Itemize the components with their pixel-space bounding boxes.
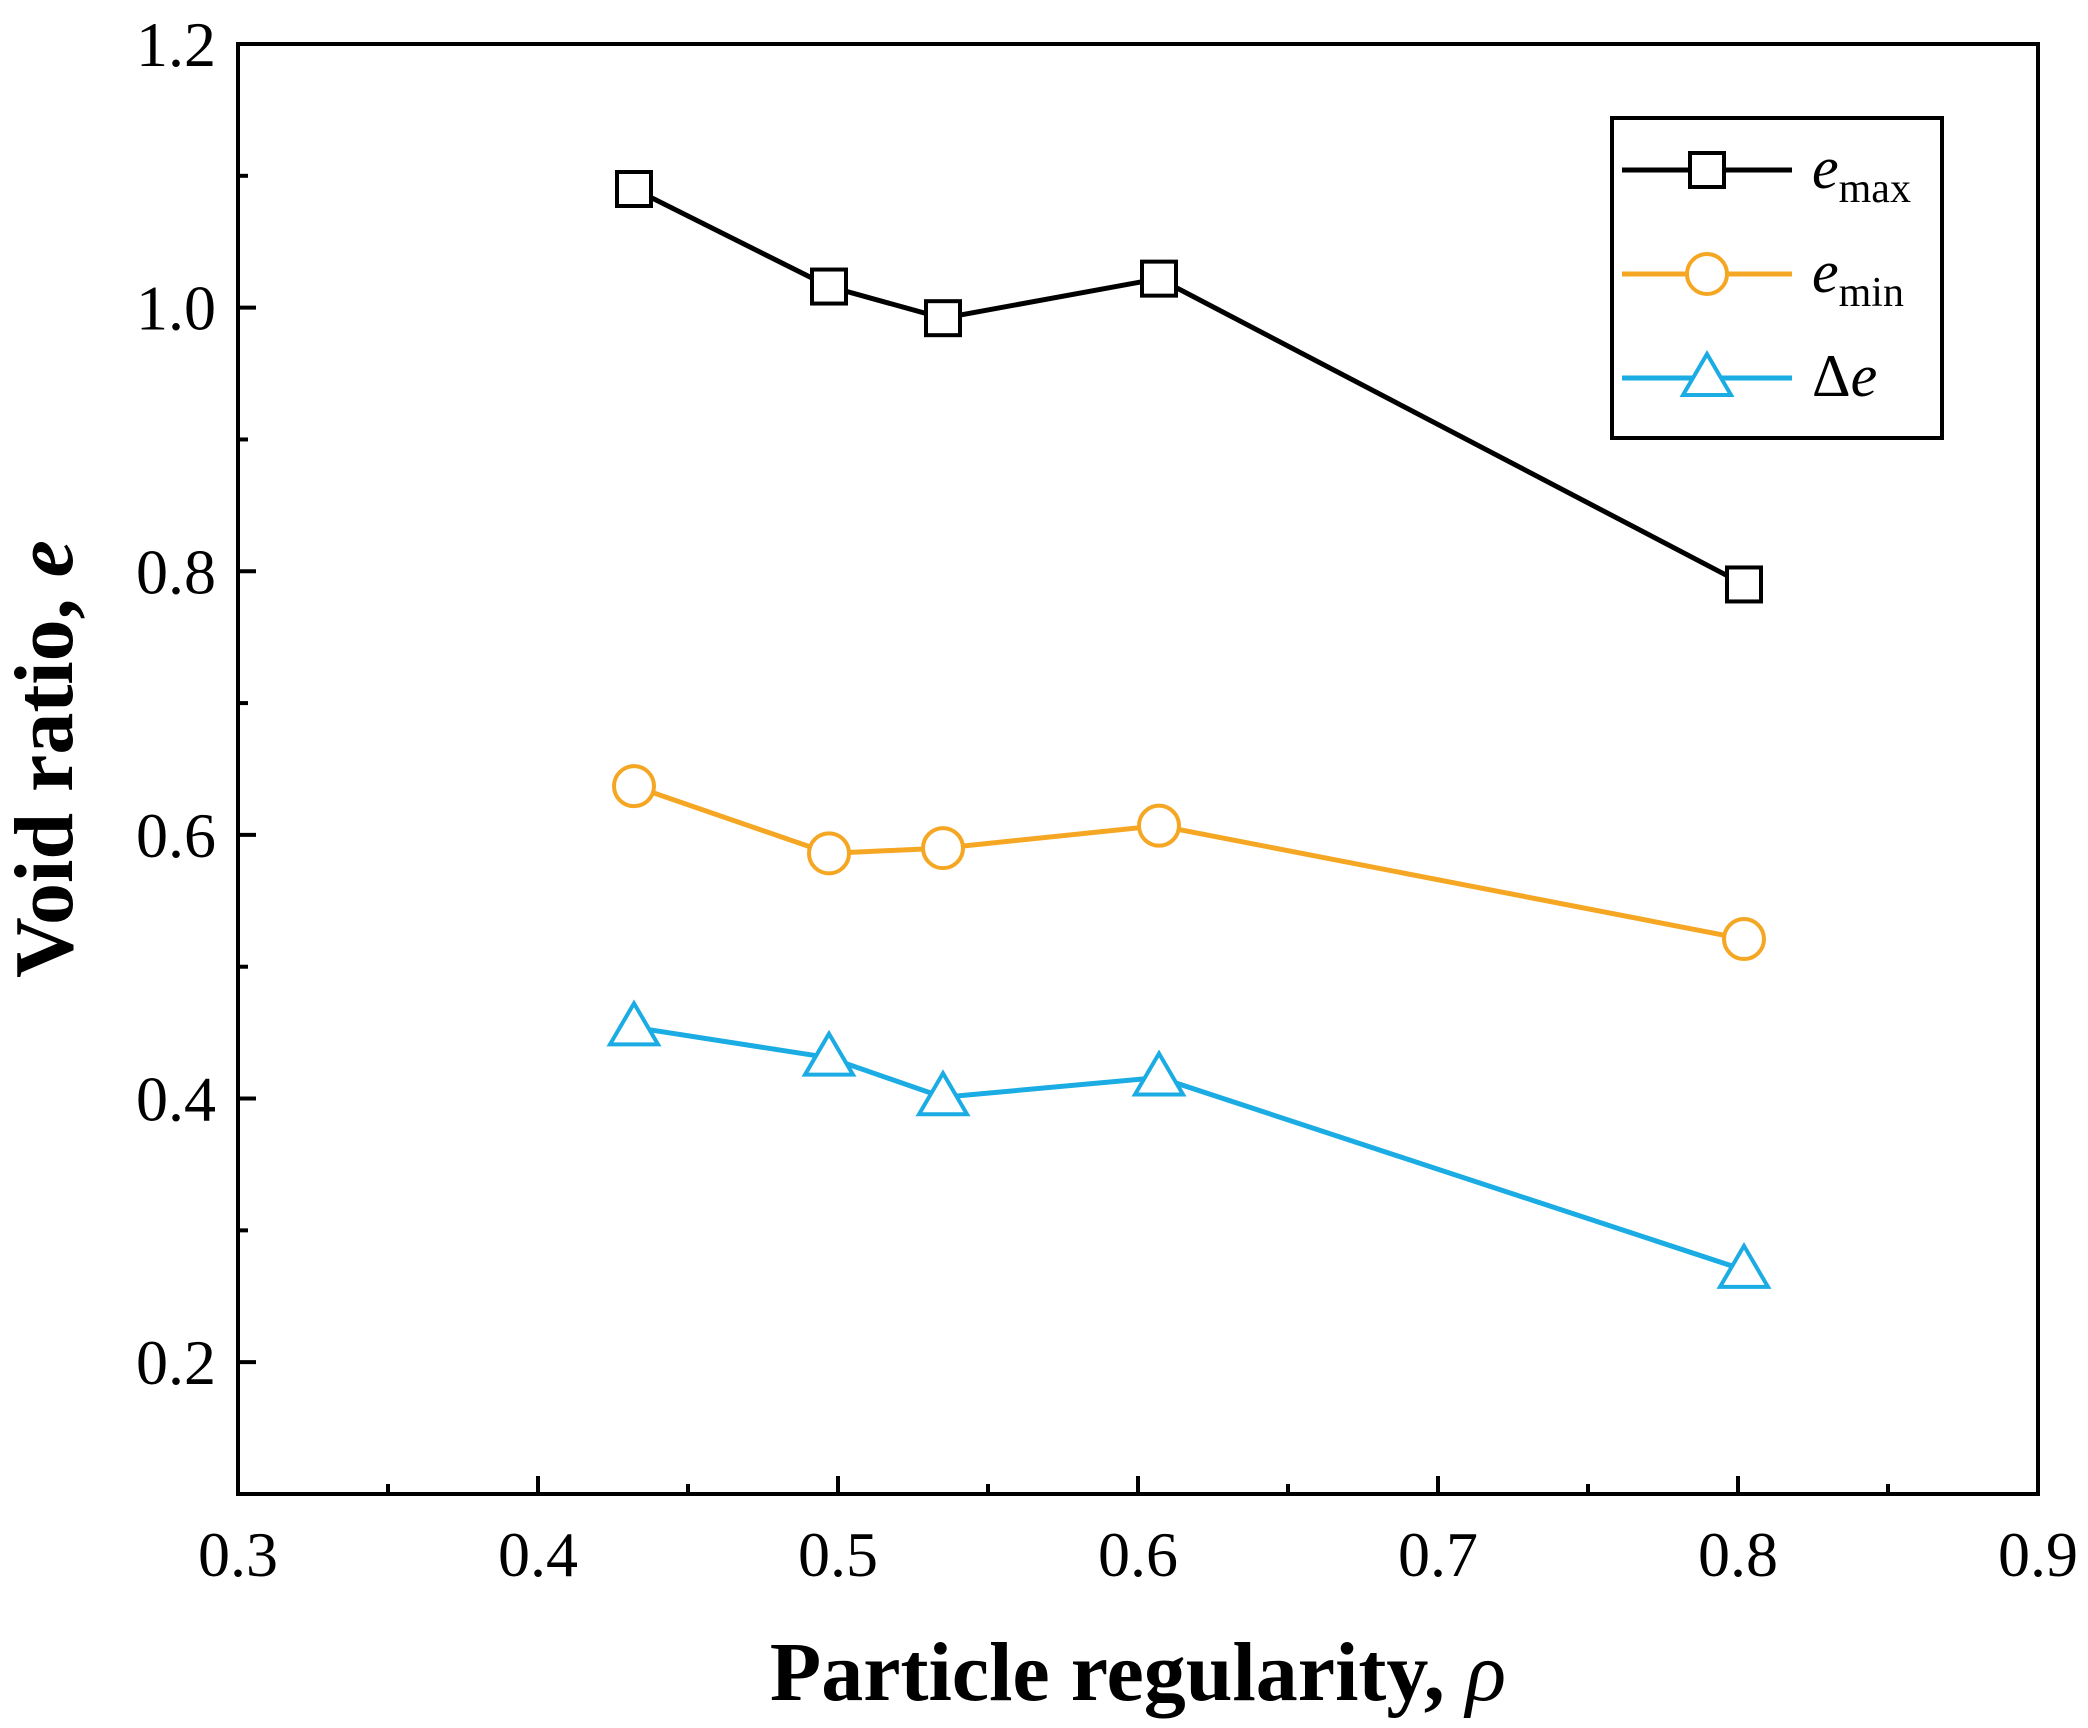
series-circle xyxy=(612,764,1766,962)
data-point xyxy=(921,826,965,871)
series-line xyxy=(633,783,1745,942)
x-tick-label: 0.3 xyxy=(198,1519,278,1590)
data-point xyxy=(1131,1049,1187,1097)
data-point xyxy=(612,764,656,809)
x-axis-title-text: Particle regularity, xyxy=(770,1626,1466,1719)
y-tick-label: 1.0 xyxy=(136,273,216,344)
legend-item: emax xyxy=(1622,135,1911,212)
legend-item: Δe xyxy=(1622,343,1877,409)
data-point xyxy=(915,1069,971,1117)
y-tick-label: 0.2 xyxy=(136,1327,216,1398)
y-tick-label: 0.4 xyxy=(136,1064,216,1135)
legend-marker xyxy=(1688,151,1726,189)
series-square xyxy=(615,170,1763,604)
legend-label: emax xyxy=(1812,135,1911,212)
y-tick-label: 1.2 xyxy=(136,9,216,80)
series-triangle xyxy=(606,999,1772,1289)
data-point xyxy=(615,170,653,208)
x-tick-label: 0.5 xyxy=(798,1519,878,1590)
legend-main: e xyxy=(1812,135,1839,201)
legend-item: emin xyxy=(1622,239,1904,316)
data-point xyxy=(1722,917,1766,962)
y-axis-title: Void ratio, e xyxy=(0,540,91,978)
data-point xyxy=(801,1029,857,1077)
data-point xyxy=(1140,259,1178,298)
data-point xyxy=(807,831,851,876)
legend-marker xyxy=(1679,350,1735,397)
data-point xyxy=(1137,803,1181,848)
data-point xyxy=(810,267,848,306)
legend-main: e xyxy=(1851,343,1878,409)
x-tick-label: 0.4 xyxy=(498,1519,578,1590)
legend-marker xyxy=(1685,252,1729,296)
axis-ticks xyxy=(236,42,2040,1494)
series-layer xyxy=(606,170,1772,1289)
y-tick-label: 0.6 xyxy=(136,800,216,871)
y-axis-title-text: Void ratio, xyxy=(0,577,91,978)
legend-subscript: min xyxy=(1839,270,1904,316)
y-axis-title-symbol: e xyxy=(0,540,91,577)
legend-main: e xyxy=(1812,239,1839,305)
y-tick-label: 0.8 xyxy=(136,536,216,607)
x-tick-label: 0.7 xyxy=(1398,1519,1478,1590)
data-point xyxy=(606,999,662,1047)
series-line xyxy=(632,186,1746,587)
x-tick-label: 0.9 xyxy=(1998,1519,2078,1590)
data-point xyxy=(1725,565,1763,604)
x-tick-label: 0.6 xyxy=(1098,1519,1178,1590)
series-line xyxy=(633,1024,1745,1273)
tick-labels: 0.3 0.4 0.5 0.6 0.7 0.8 0.9 0.2 0.4 0.6 0.8 1.0 1.2 xyxy=(136,9,2078,1590)
x-tick-label: 0.8 xyxy=(1698,1519,1778,1590)
legend-label: Δe xyxy=(1812,343,1877,409)
data-point xyxy=(924,299,962,338)
data-point xyxy=(1716,1241,1772,1289)
legend-label: emin xyxy=(1812,239,1904,316)
legend-subscript: max xyxy=(1839,166,1911,212)
x-axis-title-symbol: ρ xyxy=(1463,1626,1506,1719)
legend-prefix: Δ xyxy=(1812,343,1851,409)
x-axis-title: Particle regularity, ρ xyxy=(770,1626,1506,1719)
